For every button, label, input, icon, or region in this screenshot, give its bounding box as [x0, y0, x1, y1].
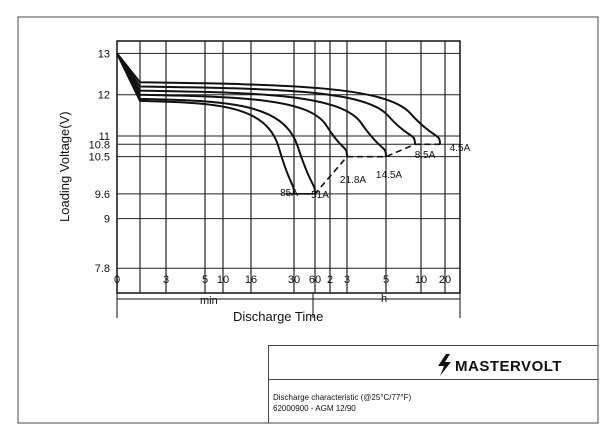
min-unit-label: min — [200, 295, 218, 307]
x-tick-label: 3 — [344, 274, 350, 286]
y-tick-label: 13 — [98, 48, 110, 60]
grid — [117, 41, 460, 293]
y-tick-label: 12 — [98, 90, 110, 102]
curve-14.5A — [116, 52, 387, 157]
x-tick-label: 20 — [439, 274, 451, 286]
x-tick-label: 0 — [114, 274, 120, 286]
series-label: 51A — [311, 190, 329, 201]
series-label: 14.5A — [376, 170, 402, 181]
series-label: 85A — [280, 188, 298, 199]
x-tick-label: 60 — [309, 274, 321, 286]
mastervolt-logo-icon — [438, 354, 451, 376]
series-labels: 85A 51A 21.8A 14.5A 8.5A 4.5A — [280, 143, 471, 201]
x-axis-title: Discharge Time — [233, 309, 323, 324]
series-label: 4.5A — [450, 143, 471, 154]
x-tick-label: 10 — [217, 274, 229, 286]
x-tick-label: 30 — [288, 274, 300, 286]
curve-8.5A — [116, 52, 416, 145]
x-tick-label: 5 — [383, 274, 389, 286]
y-tick-label: 10.8 — [89, 139, 110, 151]
y-tick-label: 11 — [99, 131, 110, 143]
y-tick-label: 9 — [104, 214, 110, 226]
x-tick-label: 5 — [202, 274, 208, 286]
brand-logo: MASTERVOLT — [455, 358, 562, 375]
discharge-curves — [116, 52, 441, 194]
curve-51A — [116, 52, 316, 194]
x-tick-labels: 0 3 5 10 16 30 60 2 3 5 10 20 — [114, 274, 451, 286]
x-tick-label: 16 — [245, 274, 257, 286]
series-label: 8.5A — [415, 150, 436, 161]
title-block: MASTERVOLT Discharge characteristic (@25… — [268, 345, 598, 423]
cutoff-dashed-line — [286, 143, 440, 195]
x-tick-label: 10 — [415, 274, 427, 286]
curve-85A — [116, 52, 295, 194]
chart-caption: Discharge characteristic (@25°C/77°F) — [273, 393, 412, 402]
h-unit-label: h — [381, 293, 387, 305]
y-axis-title: Loading Voltage(V) — [57, 111, 72, 222]
y-tick-label: 10.5 — [89, 152, 110, 164]
curve-21.8A — [116, 52, 348, 157]
y-tick-label: 7.8 — [95, 263, 110, 275]
curve-4.5A — [116, 52, 441, 145]
page-frame — [17, 16, 599, 424]
series-label: 21.8A — [340, 175, 366, 186]
x-tick-label: 3 — [163, 274, 169, 286]
y-tick-label: 9.6 — [95, 189, 110, 201]
model-caption: 62000900 - AGM 12/90 — [273, 404, 356, 413]
plot-area — [116, 40, 461, 294]
x-tick-label: 2 — [327, 274, 333, 286]
